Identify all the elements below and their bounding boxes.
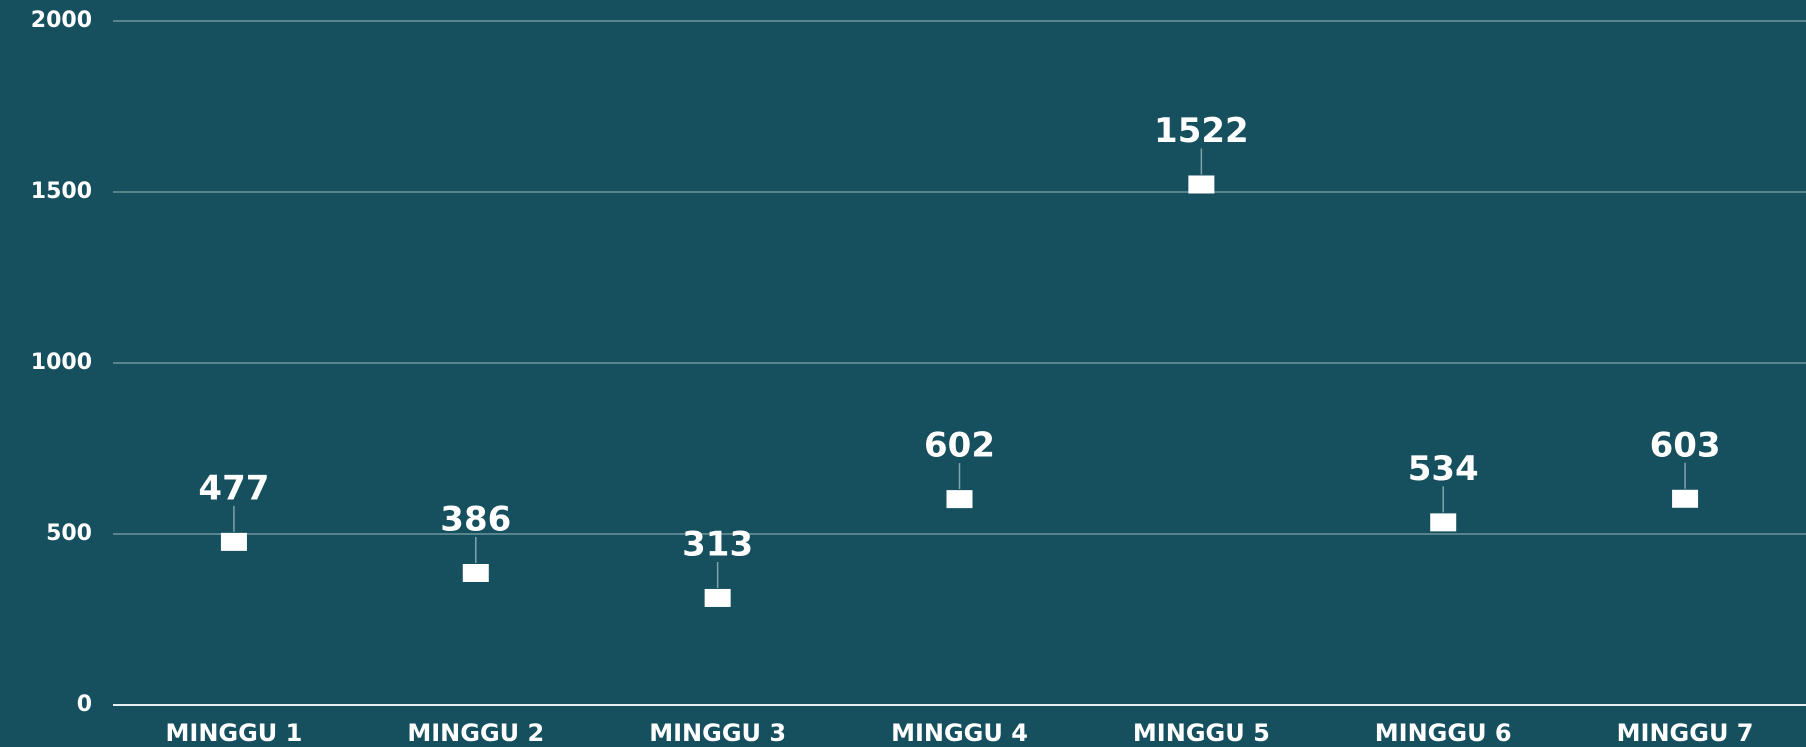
data-label: 1522 <box>1154 111 1249 151</box>
marker <box>1188 175 1215 194</box>
x-tick-label: MINGGU 4 <box>891 719 1028 747</box>
y-tick-label: 1500 <box>31 179 92 204</box>
y-tick-label: 2000 <box>31 8 92 33</box>
x-tick-label: MINGGU 5 <box>1133 719 1270 747</box>
data-label: 534 <box>1408 449 1479 489</box>
data-label: 602 <box>924 426 995 466</box>
x-tick-label: MINGGU 2 <box>407 719 544 747</box>
x-tick-label: MINGGU 7 <box>1617 719 1754 747</box>
data-label: 386 <box>440 499 511 539</box>
marker <box>704 588 731 607</box>
y-tick-label: 0 <box>77 692 92 717</box>
x-tick-label: MINGGU 6 <box>1375 719 1512 747</box>
marker <box>1430 513 1457 532</box>
marker <box>462 563 489 582</box>
y-tick-label: 1000 <box>31 350 92 375</box>
x-tick-label: MINGGU 3 <box>649 719 786 747</box>
data-label: 477 <box>198 468 269 508</box>
data-label: 603 <box>1650 425 1721 465</box>
x-tick-label: MINGGU 1 <box>166 719 303 747</box>
marker <box>946 490 973 509</box>
data-label: 313 <box>682 524 753 564</box>
y-tick-label: 500 <box>46 521 92 546</box>
marker <box>1672 489 1699 508</box>
marker <box>220 532 247 551</box>
